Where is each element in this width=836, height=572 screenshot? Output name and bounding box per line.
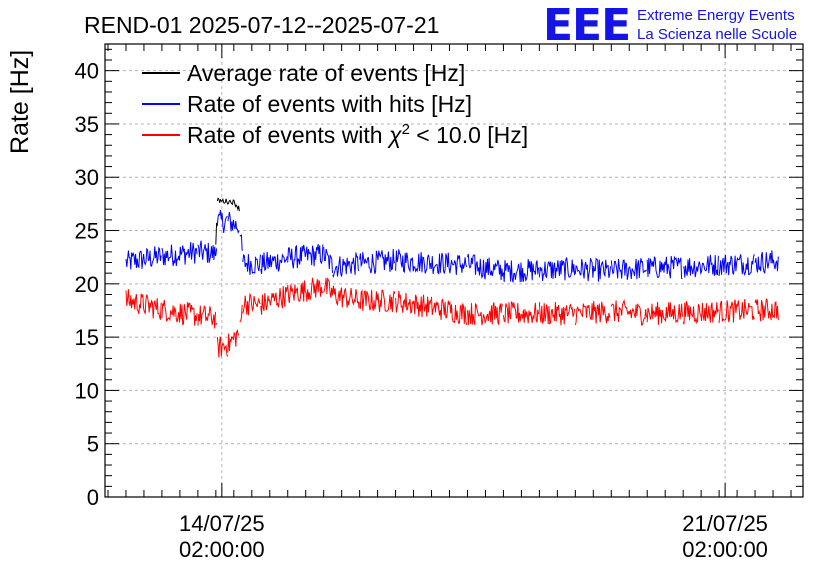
y-axis: 0 5 10 15 20 25 30 35 40	[75, 48, 803, 510]
series-line	[233, 199, 240, 212]
series-line	[431, 252, 468, 276]
x-tick-label-time: 02:00:00	[682, 537, 768, 562]
series-line	[323, 246, 333, 273]
series-line	[260, 286, 288, 315]
series-line	[718, 254, 755, 277]
series-line	[242, 292, 261, 316]
series-line	[215, 222, 218, 245]
series-line	[287, 244, 324, 269]
y-axis-label: Rate [Hz]	[6, 50, 34, 154]
series-line	[538, 301, 576, 326]
series-line	[431, 296, 468, 326]
legend-label: Average rate of events [Hz]	[187, 60, 465, 86]
series-line	[718, 299, 755, 324]
legend: Average rate of events [Hz] Rate of event…	[142, 60, 528, 148]
logo-mark: EEE	[543, 0, 630, 51]
series-line	[574, 257, 611, 282]
x-tick-label-time: 02:00:00	[179, 537, 265, 562]
series-line	[359, 289, 396, 313]
y-tick-label: 0	[87, 485, 99, 510]
series-line	[323, 276, 333, 298]
series-line	[359, 248, 396, 274]
logo-line-2: La Scienza nelle Scuole	[637, 26, 797, 43]
series-line	[332, 285, 360, 309]
grid	[105, 44, 803, 497]
series-line	[332, 252, 360, 278]
y-tick-label: 35	[75, 112, 99, 137]
y-tick-label: 10	[75, 378, 99, 403]
series-line	[646, 301, 683, 325]
series-line	[161, 299, 198, 326]
series-line	[646, 255, 683, 279]
x-tick-label-date: 21/07/25	[682, 511, 768, 536]
series-line	[216, 336, 229, 358]
legend-label: Rate of events with hits [Hz]	[187, 91, 472, 117]
y-tick-label: 5	[87, 432, 99, 457]
series-line	[610, 298, 647, 326]
series-line	[215, 322, 218, 325]
y-tick-label: 40	[75, 59, 99, 84]
series-line	[395, 290, 432, 318]
series-line	[538, 257, 576, 282]
series-line	[260, 251, 288, 274]
series-line	[242, 253, 261, 275]
y-tick-label: 20	[75, 272, 99, 297]
series-line	[467, 253, 504, 281]
series-line	[395, 249, 432, 274]
series-line	[216, 197, 234, 206]
series-line	[467, 302, 504, 326]
plot-frame	[104, 43, 804, 498]
series-line	[287, 277, 324, 304]
series-line	[682, 254, 719, 278]
y-tick-label: 30	[75, 165, 99, 190]
series-line	[227, 211, 240, 234]
series-line	[754, 297, 779, 322]
series-line	[502, 259, 540, 283]
series-line	[125, 246, 162, 270]
logo-line-1: Extreme Energy Events	[637, 7, 795, 24]
series-line	[125, 289, 162, 320]
chart-title: REND-01 2025-07-12--2025-07-21	[84, 12, 439, 38]
series-line	[682, 301, 719, 325]
x-tick-label-date: 14/07/25	[179, 511, 265, 536]
legend-label: Rate of events with χ2 < 10.0 [Hz]	[187, 121, 528, 148]
series-line	[215, 248, 218, 256]
series-line	[216, 209, 228, 233]
series-line	[161, 241, 198, 267]
series-line	[197, 305, 216, 329]
series-layer	[125, 197, 779, 358]
y-tick-label: 15	[75, 325, 99, 350]
series-line	[574, 300, 611, 326]
series-line	[610, 258, 647, 280]
series-line	[239, 234, 243, 251]
series-line	[502, 300, 540, 324]
eee-logo: EEE Extreme Energy Events La Scienza nel…	[543, 0, 797, 51]
series-line	[197, 240, 216, 263]
series-line	[239, 304, 243, 323]
series-line	[754, 250, 779, 275]
series-line	[227, 328, 240, 353]
y-tick-label: 25	[75, 219, 99, 244]
